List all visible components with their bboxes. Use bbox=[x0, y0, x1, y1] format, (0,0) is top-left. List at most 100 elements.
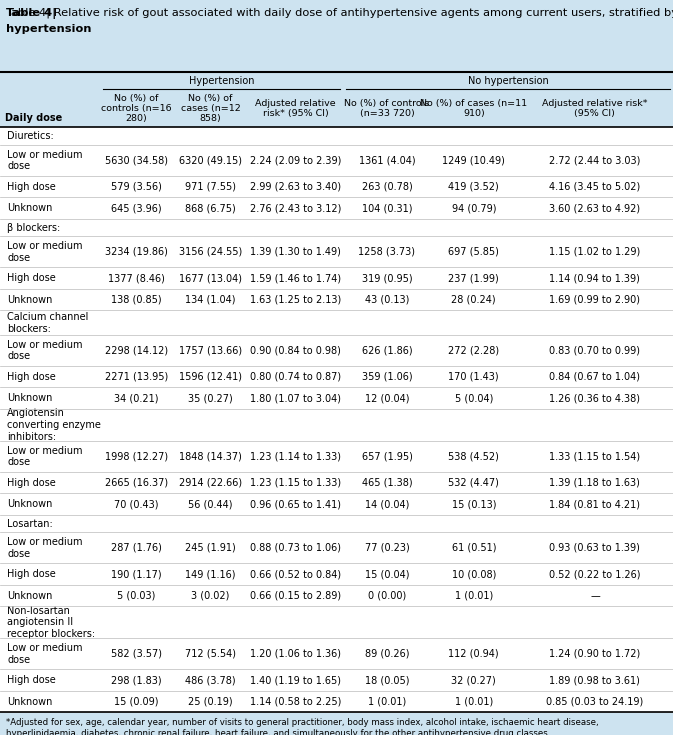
Text: 0.84 (0.67 to 1.04): 0.84 (0.67 to 1.04) bbox=[549, 372, 641, 381]
Text: 1 (0.01): 1 (0.01) bbox=[455, 591, 493, 600]
Text: No (%) of cases (n=11
910): No (%) of cases (n=11 910) bbox=[420, 98, 528, 118]
Text: 190 (1.17): 190 (1.17) bbox=[111, 569, 162, 579]
Text: 5 (0.04): 5 (0.04) bbox=[454, 393, 493, 404]
Text: hypertension: hypertension bbox=[6, 24, 92, 35]
Text: 1258 (3.73): 1258 (3.73) bbox=[359, 247, 415, 257]
Text: 3156 (24.55): 3156 (24.55) bbox=[179, 247, 242, 257]
Text: β blockers:: β blockers: bbox=[7, 223, 61, 233]
Text: 1596 (12.41): 1596 (12.41) bbox=[179, 372, 242, 381]
Text: 287 (1.76): 287 (1.76) bbox=[111, 543, 162, 553]
Text: Low or medium
dose: Low or medium dose bbox=[7, 241, 83, 263]
Text: 170 (1.43): 170 (1.43) bbox=[448, 372, 499, 381]
Text: 697 (5.85): 697 (5.85) bbox=[448, 247, 499, 257]
Text: 149 (1.16): 149 (1.16) bbox=[185, 569, 236, 579]
Text: High dose: High dose bbox=[7, 478, 56, 488]
Text: 0.85 (0.03 to 24.19): 0.85 (0.03 to 24.19) bbox=[546, 697, 643, 707]
Text: 61 (0.51): 61 (0.51) bbox=[452, 543, 496, 553]
Text: Adjusted relative
risk* (95% CI): Adjusted relative risk* (95% CI) bbox=[255, 98, 336, 118]
Text: Hypertension: Hypertension bbox=[188, 76, 254, 86]
Text: 0.66 (0.15 to 2.89): 0.66 (0.15 to 2.89) bbox=[250, 591, 341, 600]
Text: 359 (1.06): 359 (1.06) bbox=[361, 372, 413, 381]
Text: 1.23 (1.14 to 1.33): 1.23 (1.14 to 1.33) bbox=[250, 451, 341, 462]
Text: Unknown: Unknown bbox=[7, 499, 52, 509]
Text: 237 (1.99): 237 (1.99) bbox=[448, 273, 499, 283]
Text: 0.88 (0.73 to 1.06): 0.88 (0.73 to 1.06) bbox=[250, 543, 341, 553]
Text: 28 (0.24): 28 (0.24) bbox=[452, 295, 496, 305]
Text: 3234 (19.86): 3234 (19.86) bbox=[105, 247, 168, 257]
Text: 1998 (12.27): 1998 (12.27) bbox=[105, 451, 168, 462]
Text: 34 (0.21): 34 (0.21) bbox=[114, 393, 159, 404]
Text: 1.39 (1.18 to 1.63): 1.39 (1.18 to 1.63) bbox=[549, 478, 641, 488]
Text: 2665 (16.37): 2665 (16.37) bbox=[105, 478, 168, 488]
Text: Unknown: Unknown bbox=[7, 697, 52, 707]
Text: 532 (4.47): 532 (4.47) bbox=[448, 478, 499, 488]
Text: 657 (1.95): 657 (1.95) bbox=[361, 451, 413, 462]
Text: 579 (3.56): 579 (3.56) bbox=[111, 182, 162, 192]
Text: 104 (0.31): 104 (0.31) bbox=[361, 204, 413, 213]
Text: 35 (0.27): 35 (0.27) bbox=[188, 393, 233, 404]
Bar bbox=[0, 72, 673, 127]
Text: High dose: High dose bbox=[7, 675, 56, 685]
Text: 1.69 (0.99 to 2.90): 1.69 (0.99 to 2.90) bbox=[549, 295, 641, 305]
Text: 1.14 (0.94 to 1.39): 1.14 (0.94 to 1.39) bbox=[549, 273, 641, 283]
Text: 14 (0.04): 14 (0.04) bbox=[365, 499, 409, 509]
Text: 1.15 (1.02 to 1.29): 1.15 (1.02 to 1.29) bbox=[549, 247, 641, 257]
Text: 582 (3.57): 582 (3.57) bbox=[111, 649, 162, 659]
Text: 298 (1.83): 298 (1.83) bbox=[111, 675, 162, 685]
Text: 1 (0.01): 1 (0.01) bbox=[368, 697, 406, 707]
Text: 1 (0.01): 1 (0.01) bbox=[455, 697, 493, 707]
Text: No hypertension: No hypertension bbox=[468, 76, 548, 86]
Text: Table 4|: Table 4| bbox=[6, 8, 57, 19]
Text: 2298 (14.12): 2298 (14.12) bbox=[105, 345, 168, 356]
Text: 15 (0.04): 15 (0.04) bbox=[365, 569, 409, 579]
Text: Low or medium
dose: Low or medium dose bbox=[7, 340, 83, 362]
Text: 1.80 (1.07 to 3.04): 1.80 (1.07 to 3.04) bbox=[250, 393, 341, 404]
Text: 712 (5.54): 712 (5.54) bbox=[185, 649, 236, 659]
Text: 94 (0.79): 94 (0.79) bbox=[452, 204, 496, 213]
Text: 0.96 (0.65 to 1.41): 0.96 (0.65 to 1.41) bbox=[250, 499, 341, 509]
Text: 1.14 (0.58 to 2.25): 1.14 (0.58 to 2.25) bbox=[250, 697, 341, 707]
Text: Diuretics:: Diuretics: bbox=[7, 132, 54, 141]
Text: 2.24 (2.09 to 2.39): 2.24 (2.09 to 2.39) bbox=[250, 156, 341, 165]
Text: 10 (0.08): 10 (0.08) bbox=[452, 569, 496, 579]
Text: 1.20 (1.06 to 1.36): 1.20 (1.06 to 1.36) bbox=[250, 649, 341, 659]
Text: Unknown: Unknown bbox=[7, 204, 52, 213]
Text: 0.80 (0.74 to 0.87): 0.80 (0.74 to 0.87) bbox=[250, 372, 341, 381]
Text: 1.89 (0.98 to 3.61): 1.89 (0.98 to 3.61) bbox=[549, 675, 641, 685]
Text: 3.60 (2.63 to 4.92): 3.60 (2.63 to 4.92) bbox=[549, 204, 641, 213]
Text: Low or medium
dose: Low or medium dose bbox=[7, 445, 83, 467]
Text: Low or medium
dose: Low or medium dose bbox=[7, 537, 83, 559]
Text: 1.59 (1.46 to 1.74): 1.59 (1.46 to 1.74) bbox=[250, 273, 341, 283]
Text: 2.76 (2.43 to 3.12): 2.76 (2.43 to 3.12) bbox=[250, 204, 341, 213]
Bar bbox=[0, 72, 673, 712]
Text: 1.33 (1.15 to 1.54): 1.33 (1.15 to 1.54) bbox=[549, 451, 641, 462]
Text: 15 (0.13): 15 (0.13) bbox=[452, 499, 496, 509]
Text: 1.23 (1.15 to 1.33): 1.23 (1.15 to 1.33) bbox=[250, 478, 341, 488]
Text: Angiotensin
converting enzyme
inhibitors:: Angiotensin converting enzyme inhibitors… bbox=[7, 409, 101, 442]
Text: High dose: High dose bbox=[7, 372, 56, 381]
Text: 1.24 (0.90 to 1.72): 1.24 (0.90 to 1.72) bbox=[549, 649, 641, 659]
Text: Daily dose: Daily dose bbox=[5, 113, 62, 123]
Text: 486 (3.78): 486 (3.78) bbox=[185, 675, 236, 685]
Text: 1.26 (0.36 to 4.38): 1.26 (0.36 to 4.38) bbox=[549, 393, 641, 404]
Text: No (%) of
controls (n=16
280): No (%) of controls (n=16 280) bbox=[102, 93, 172, 123]
Text: 56 (0.44): 56 (0.44) bbox=[188, 499, 233, 509]
Text: High dose: High dose bbox=[7, 182, 56, 192]
Text: 1.84 (0.81 to 4.21): 1.84 (0.81 to 4.21) bbox=[549, 499, 641, 509]
Text: No (%) of
cases (n=12
858): No (%) of cases (n=12 858) bbox=[181, 93, 240, 123]
Text: Unknown: Unknown bbox=[7, 591, 52, 600]
Text: Low or medium
dose: Low or medium dose bbox=[7, 643, 83, 664]
Text: 1677 (13.04): 1677 (13.04) bbox=[179, 273, 242, 283]
Text: 626 (1.86): 626 (1.86) bbox=[361, 345, 413, 356]
Text: 971 (7.55): 971 (7.55) bbox=[185, 182, 236, 192]
Text: 0.93 (0.63 to 1.39): 0.93 (0.63 to 1.39) bbox=[549, 543, 641, 553]
Text: 43 (0.13): 43 (0.13) bbox=[365, 295, 409, 305]
Text: 5 (0.03): 5 (0.03) bbox=[117, 591, 156, 600]
Text: 1.63 (1.25 to 2.13): 1.63 (1.25 to 2.13) bbox=[250, 295, 341, 305]
Text: No (%) of controls
(n=33 720): No (%) of controls (n=33 720) bbox=[345, 98, 429, 118]
Text: Losartan:: Losartan: bbox=[7, 519, 52, 528]
Text: 25 (0.19): 25 (0.19) bbox=[188, 697, 233, 707]
Text: 70 (0.43): 70 (0.43) bbox=[114, 499, 159, 509]
Text: High dose: High dose bbox=[7, 273, 56, 283]
Text: 0.90 (0.84 to 0.98): 0.90 (0.84 to 0.98) bbox=[250, 345, 341, 356]
